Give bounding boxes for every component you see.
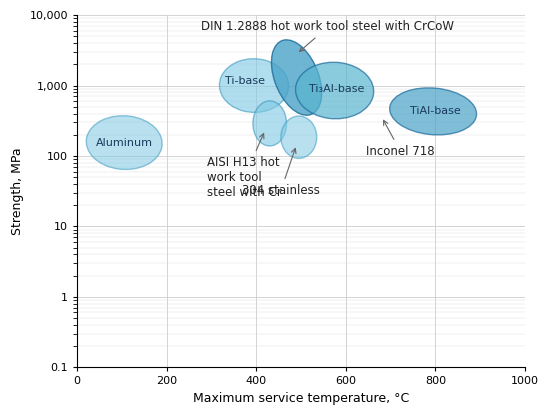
Text: Ti-base: Ti-base [225,76,265,86]
Ellipse shape [272,40,322,115]
Text: Aluminum: Aluminum [96,138,153,148]
Ellipse shape [86,116,162,169]
Ellipse shape [253,101,287,146]
Text: AISI H13 hot
work tool
steel with Cr: AISI H13 hot work tool steel with Cr [207,134,282,199]
Text: TiAl-base: TiAl-base [410,106,461,116]
Ellipse shape [281,116,317,158]
X-axis label: Maximum service temperature, °C: Maximum service temperature, °C [193,392,409,405]
Text: 304 stainless: 304 stainless [242,149,320,197]
Ellipse shape [390,88,476,135]
Ellipse shape [219,59,289,112]
Ellipse shape [295,62,373,119]
Text: Ti₃Al-base: Ti₃Al-base [309,84,365,94]
Y-axis label: Strength, MPa: Strength, MPa [11,147,24,235]
Text: DIN 1.2888 hot work tool steel with CrCoW: DIN 1.2888 hot work tool steel with CrCo… [201,20,454,52]
Text: Inconel 718: Inconel 718 [366,120,434,158]
